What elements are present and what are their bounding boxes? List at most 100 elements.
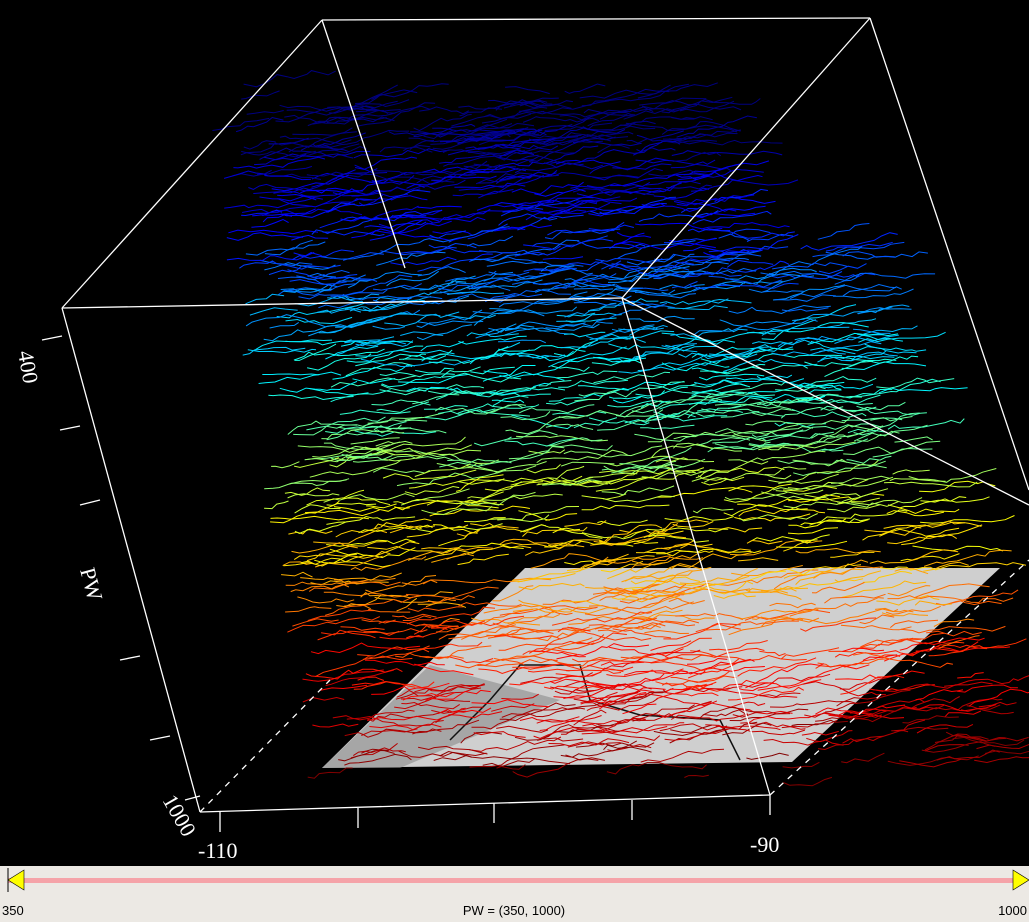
streamline: [233, 156, 326, 169]
streamline: [671, 281, 698, 289]
streamline: [714, 569, 819, 586]
streamline: [354, 156, 417, 170]
streamline: [445, 270, 497, 282]
streamline: [432, 127, 501, 133]
streamline: [624, 267, 719, 278]
streamline: [684, 774, 709, 778]
streamline: [804, 358, 897, 367]
streamline: [307, 767, 353, 779]
streamline: [520, 672, 593, 684]
streamline: [746, 752, 789, 760]
streamline: [396, 600, 442, 612]
streamline: [577, 276, 610, 284]
slider-min-handle[interactable]: [7, 869, 25, 891]
streamline: [827, 318, 877, 328]
streamline: [526, 464, 561, 474]
streamline: [284, 487, 331, 496]
streamline: [326, 538, 416, 547]
streamline: [876, 377, 955, 389]
streamline: [761, 588, 797, 592]
streamline: [640, 424, 695, 430]
streamline: [629, 326, 658, 336]
streamline: [924, 744, 969, 752]
streamline: [632, 141, 663, 156]
streamline: [291, 542, 358, 554]
slider-track[interactable]: [8, 878, 1022, 883]
streamline: [730, 228, 771, 236]
streamline: [550, 268, 593, 275]
streamline: [436, 502, 499, 513]
streamline: [447, 291, 505, 295]
streamline: [525, 202, 611, 216]
streamline: [352, 455, 455, 463]
streamline: [712, 429, 804, 444]
streamline: [471, 699, 550, 708]
streamline: [655, 570, 695, 583]
streamline: [673, 201, 737, 212]
streamline: [321, 629, 376, 639]
streamline: [677, 168, 764, 181]
streamline: [441, 372, 522, 383]
streamline: [484, 292, 543, 303]
streamline: [723, 486, 776, 503]
streamline: [557, 627, 591, 633]
streamline: [836, 696, 879, 707]
streamline: [690, 256, 731, 262]
streamline: [798, 375, 877, 389]
streamline: [840, 675, 905, 695]
streamline: [604, 589, 657, 595]
streamline: [923, 561, 969, 572]
streamline: [228, 229, 319, 235]
streamline: [463, 160, 488, 170]
streamline: [586, 695, 648, 712]
streamline: [668, 597, 705, 605]
streamline: [483, 271, 514, 282]
streamline: [768, 472, 817, 483]
streamline: [779, 578, 864, 591]
streamline: [406, 524, 469, 538]
streamline: [371, 682, 450, 695]
streamline: [302, 696, 345, 703]
streamline: [656, 692, 719, 700]
streamline: [451, 106, 548, 127]
streamline: [748, 395, 816, 407]
streamline: [564, 520, 607, 527]
streamline: [630, 381, 685, 393]
streamline: [544, 539, 659, 548]
streamline: [537, 297, 594, 306]
streamline: [268, 265, 319, 276]
streamline: [270, 515, 369, 521]
streamline: [503, 102, 572, 109]
streamline: [612, 628, 671, 639]
streamline: [488, 321, 586, 331]
streamline: [548, 346, 627, 368]
streamline: [900, 625, 1006, 634]
streamline: [249, 307, 298, 316]
streamline: [588, 298, 659, 312]
streamline: [546, 398, 590, 406]
streamline: [881, 612, 929, 617]
streamline: [401, 701, 460, 710]
streamline: [727, 397, 823, 409]
streamline: [761, 491, 813, 501]
streamline: [367, 710, 452, 722]
streamline: [558, 379, 629, 388]
streamline: [455, 658, 525, 669]
streamline: [607, 555, 671, 564]
streamline: [419, 275, 476, 291]
slider-max-handle[interactable]: [1012, 869, 1029, 891]
streamline: [984, 750, 1029, 755]
streamline: [421, 547, 459, 550]
streamline: [718, 233, 750, 241]
streamline: [725, 272, 801, 280]
streamline: [351, 228, 463, 242]
streamline: [638, 693, 712, 707]
streamline: [688, 381, 787, 399]
streamline: [602, 495, 675, 503]
streamline: [349, 107, 396, 114]
streamline: [761, 617, 820, 627]
streamline: [859, 704, 906, 713]
streamline: [697, 408, 743, 413]
streamline: [302, 669, 384, 682]
streamline: [518, 354, 565, 359]
